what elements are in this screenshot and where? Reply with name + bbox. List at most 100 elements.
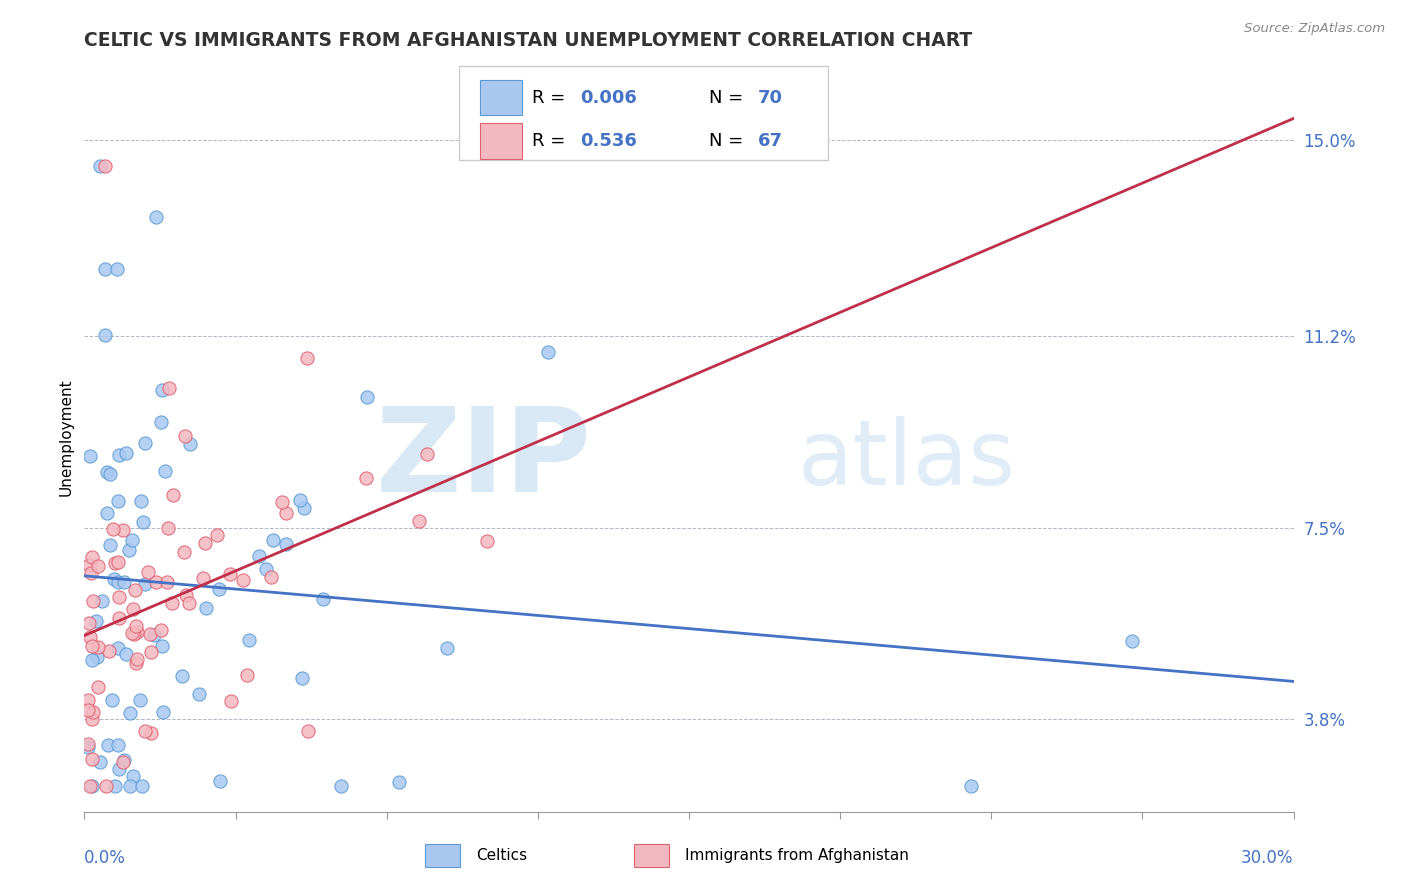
Point: [127, 651, 149, 665]
Point: [107, 493, 129, 508]
Point: [107, 738, 129, 752]
Point: [145, 575, 167, 590]
Point: [97, 739, 120, 753]
Point: [86, 650, 108, 665]
Point: [112, 753, 135, 767]
Point: [96, 465, 118, 479]
Point: [112, 756, 135, 770]
Text: Celtics: Celtics: [475, 848, 527, 863]
Point: [82, 653, 104, 667]
Point: [232, 573, 254, 587]
Point: [121, 533, 143, 548]
Point: [96, 506, 118, 520]
Text: 70: 70: [758, 88, 783, 106]
Point: [82, 550, 104, 565]
Point: [295, 351, 318, 365]
Point: [155, 464, 177, 478]
Point: [356, 471, 378, 485]
Point: [105, 262, 128, 277]
Point: [187, 687, 209, 701]
Point: [260, 570, 283, 584]
Point: [156, 575, 179, 590]
Point: [107, 555, 129, 569]
Point: [297, 723, 319, 738]
Point: [90, 593, 112, 607]
Point: [238, 632, 260, 647]
Point: [160, 596, 183, 610]
Text: Source: ZipAtlas.com: Source: ZipAtlas.com: [1244, 22, 1385, 36]
Point: [177, 596, 200, 610]
Point: [236, 667, 259, 681]
Point: [118, 543, 141, 558]
Bar: [426, 844, 460, 867]
Point: [121, 625, 143, 640]
Point: [172, 669, 194, 683]
Point: [195, 601, 218, 615]
Point: [101, 522, 124, 536]
Point: [79, 631, 101, 645]
Point: [408, 514, 430, 528]
Point: [82, 639, 104, 653]
Point: [82, 705, 104, 719]
Point: [145, 211, 167, 225]
Text: N =: N =: [710, 132, 749, 150]
Point: [138, 565, 160, 579]
Point: [77, 702, 100, 716]
Point: [108, 611, 131, 625]
Bar: [479, 79, 522, 115]
Text: CELTIC VS IMMIGRANTS FROM AFGHANISTAN UNEMPLOYMENT CORRELATION CHART: CELTIC VS IMMIGRANTS FROM AFGHANISTAN UN…: [84, 30, 973, 50]
Point: [79, 450, 101, 464]
Point: [77, 737, 100, 751]
Point: [129, 693, 152, 707]
Point: [82, 752, 104, 766]
Text: 0.0%: 0.0%: [84, 849, 127, 867]
Point: [124, 627, 146, 641]
Point: [139, 627, 162, 641]
Point: [77, 739, 100, 754]
Point: [84, 615, 107, 629]
Point: [193, 536, 215, 550]
Point: [80, 712, 103, 726]
Point: [80, 779, 103, 793]
Point: [247, 549, 270, 563]
Bar: [634, 844, 669, 867]
Point: [77, 615, 100, 630]
Point: [121, 601, 143, 615]
Text: R =: R =: [531, 88, 571, 106]
Point: [179, 437, 201, 451]
Point: [292, 501, 315, 516]
Point: [254, 562, 277, 576]
Point: [134, 576, 156, 591]
Point: [173, 545, 195, 559]
Point: [87, 640, 110, 655]
Point: [150, 639, 173, 653]
Point: [312, 592, 335, 607]
Point: [80, 566, 103, 580]
Point: [139, 645, 162, 659]
Text: 0.006: 0.006: [581, 88, 637, 106]
Point: [125, 619, 148, 633]
Point: [103, 572, 125, 586]
Point: [107, 574, 129, 589]
Point: [329, 779, 352, 793]
Point: [143, 628, 166, 642]
Point: [131, 779, 153, 793]
Point: [127, 625, 149, 640]
Point: [79, 558, 101, 572]
Point: [82, 594, 104, 608]
Point: [150, 384, 173, 398]
Point: [132, 515, 155, 529]
Point: [157, 381, 180, 395]
Point: [100, 692, 122, 706]
Text: R =: R =: [531, 132, 571, 150]
Point: [205, 528, 228, 542]
Point: [134, 724, 156, 739]
Point: [477, 533, 499, 548]
Point: [537, 344, 560, 359]
Point: [114, 446, 136, 460]
Point: [94, 159, 117, 173]
Point: [125, 657, 148, 671]
Point: [288, 493, 311, 508]
Point: [79, 779, 101, 793]
FancyBboxPatch shape: [460, 66, 828, 160]
